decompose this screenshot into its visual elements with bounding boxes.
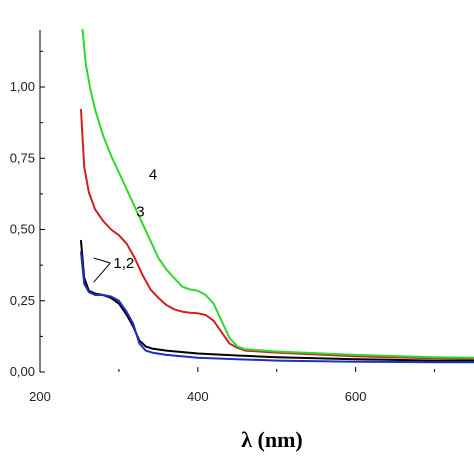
x-axis-ticks: 200 400 600: [29, 367, 436, 404]
y-tick-label: 0,50: [10, 222, 35, 237]
y-tick-label: 0,75: [10, 150, 35, 165]
series-line-green: [81, 29, 474, 359]
curve-label: 3: [136, 204, 144, 221]
series-line-red: [80, 108, 474, 360]
y-tick-label: 0,25: [10, 293, 35, 308]
series-line-blue: [80, 251, 474, 364]
curve-label: 1,2: [113, 255, 134, 272]
curve-annotations: 431,2: [93, 167, 157, 283]
curve-label: 4: [149, 167, 157, 184]
y-tick-label: 1,00: [10, 79, 35, 94]
series-lines: [80, 29, 474, 364]
x-tick-label: 600: [345, 389, 367, 404]
label-pointer-line: [93, 262, 111, 283]
y-tick-label: 0,00: [10, 364, 35, 379]
y-axis-ticks: 0,00 0,25 0,50 0,75 1,00: [10, 50, 45, 379]
label-pointer-line: [93, 257, 111, 264]
x-tick-label: 200: [29, 389, 51, 404]
x-tick-label: 400: [187, 389, 209, 404]
x-axis-title: λ (nm): [241, 427, 303, 452]
